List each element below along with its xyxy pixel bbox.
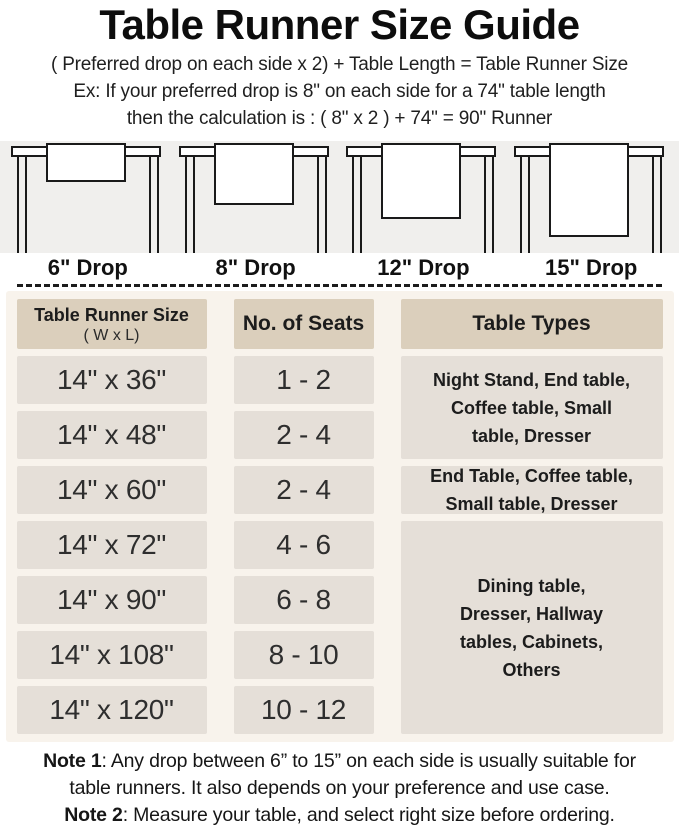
runner-6in xyxy=(45,143,126,182)
seats-cell: 10 - 12 xyxy=(233,686,374,734)
table-types-line: Night Stand, End table, xyxy=(433,369,630,390)
note-2-label: Note 2 xyxy=(64,804,123,826)
example-text-line2: then the calculation is : ( 8" x 2 ) + 7… xyxy=(126,108,553,129)
table-leg xyxy=(352,155,363,253)
table-figure-12in-drop xyxy=(343,141,503,253)
note-1-text: : Any drop between 6” to 15” on each sid… xyxy=(101,750,636,772)
header-sublabel: ( W x L) xyxy=(83,326,140,344)
table-figure-15in-drop xyxy=(511,141,671,253)
drop-label-8in: 8" Drop xyxy=(215,255,296,280)
column-header-runner-size: Table Runner Size ( W x L) xyxy=(16,299,207,349)
table-figure-6in-drop xyxy=(8,141,168,253)
table-leg xyxy=(184,155,195,253)
table-types-line: Dresser, Hallway xyxy=(459,603,604,624)
runner-8in xyxy=(213,143,294,205)
note-1-line-1: Note 1: Any drop between 6” to 15” on ea… xyxy=(0,748,679,775)
seats-cell: 2 - 4 xyxy=(233,466,374,514)
seats-cell: 8 - 10 xyxy=(233,631,374,679)
drop-labels-row: 6" Drop 8" Drop 12" Drop 15" Drop xyxy=(0,255,679,281)
table-types-cell-medium-tables: End Table, Coffee table, Small table, Dr… xyxy=(400,466,663,514)
size-table: Table Runner Size ( W x L) No. of Seats … xyxy=(16,299,663,734)
drop-label-12in: 12" Drop xyxy=(377,255,470,280)
table-leg xyxy=(484,155,495,253)
seats-cell: 1 - 2 xyxy=(233,356,374,404)
table-types-line: table, Dresser xyxy=(471,425,592,446)
table-types-cell-small-tables: Night Stand, End table, Coffee table, Sm… xyxy=(400,356,663,459)
table-leg xyxy=(520,155,531,253)
runner-size-cell: 14" x 90" xyxy=(16,576,207,624)
size-table-panel: Table Runner Size ( W x L) No. of Seats … xyxy=(5,291,674,742)
runner-size-cell: 14" x 60" xyxy=(16,466,207,514)
table-types-line: Small table, Dresser xyxy=(445,494,618,514)
seats-cell: 4 - 6 xyxy=(233,521,374,569)
table-types-line: Coffee table, Small xyxy=(450,397,613,418)
seats-cell: 6 - 8 xyxy=(233,576,374,624)
note-2-line: Note 2: Measure your table, and select r… xyxy=(0,802,679,829)
runner-size-cell: 14" x 36" xyxy=(16,356,207,404)
drop-figures-band xyxy=(0,141,679,253)
dashed-divider xyxy=(17,284,662,287)
drop-label-15in: 15" Drop xyxy=(545,255,638,280)
table-types-line: End Table, Coffee table, xyxy=(430,466,633,486)
table-types-cell-large-tables: Dining table, Dresser, Hallway tables, C… xyxy=(400,521,663,734)
runner-12in xyxy=(381,143,462,219)
column-header-table-types: Table Types xyxy=(400,299,663,349)
table-types-line: tables, Cabinets, xyxy=(459,631,604,652)
example-text-line1: Ex: If your preferred drop is 8" on each… xyxy=(73,81,606,102)
seats-cell: 2 - 4 xyxy=(233,411,374,459)
table-leg xyxy=(652,155,663,253)
table-types-line: Dining table, xyxy=(477,575,586,596)
table-leg xyxy=(16,155,27,253)
table-figure-8in-drop xyxy=(176,141,336,253)
note-2-text: : Measure your table, and select right s… xyxy=(122,804,615,826)
runner-size-cell: 14" x 48" xyxy=(16,411,207,459)
note-1-label: Note 1 xyxy=(43,750,102,772)
note-1-line-2: table runners. It also depends on your p… xyxy=(69,777,610,799)
runner-size-cell: 14" x 108" xyxy=(16,631,207,679)
table-types-line: Others xyxy=(502,659,561,680)
table-leg xyxy=(316,155,327,253)
table-leg xyxy=(148,155,159,253)
runner-size-cell: 14" x 120" xyxy=(16,686,207,734)
formula-text: ( Preferred drop on each side x 2) + Tab… xyxy=(51,54,628,75)
column-header-seats: No. of Seats xyxy=(233,299,374,349)
header-label: Table Runner Size xyxy=(34,304,189,325)
runner-size-cell: 14" x 72" xyxy=(16,521,207,569)
notes-section: Note 1: Any drop between 6” to 15” on ea… xyxy=(0,748,679,829)
page-title: Table Runner Size Guide xyxy=(99,1,580,48)
drop-label-6in: 6" Drop xyxy=(47,255,128,280)
runner-15in xyxy=(549,143,630,237)
